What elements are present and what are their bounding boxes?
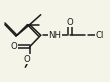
Text: O: O [66,18,73,27]
Text: O: O [11,42,18,51]
Text: NH: NH [49,31,61,40]
Text: O: O [24,55,30,64]
Text: Cl: Cl [96,31,104,40]
